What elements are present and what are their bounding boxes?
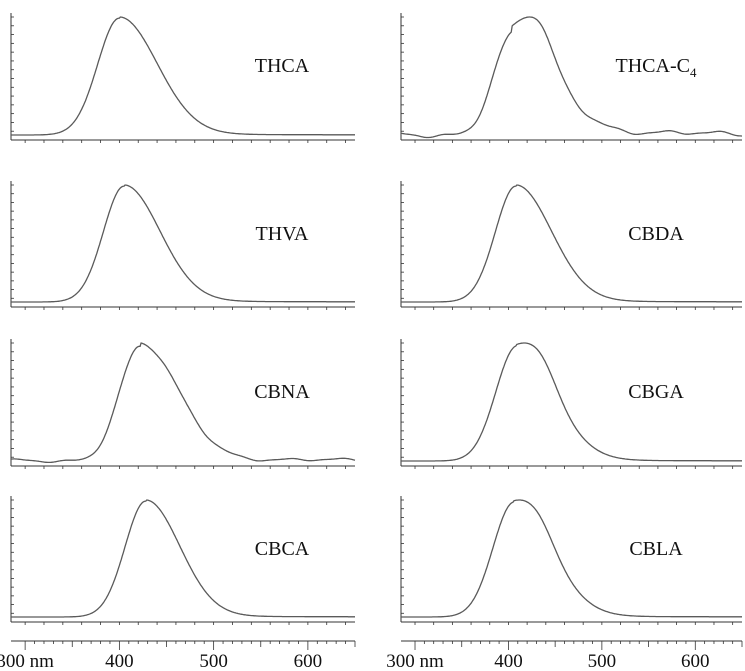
x-tick-label: 600 xyxy=(681,651,710,671)
panel-label: THCA xyxy=(255,55,310,77)
spectrum-panel: CBGA xyxy=(400,339,742,469)
spectrum-panel: CBCA xyxy=(10,496,355,625)
panel-label-text: CBLA xyxy=(629,538,683,560)
spectrum-line xyxy=(10,342,356,464)
panels-layer: THCA THCA-C4 THVA CBDA CBNA CBGA CBCA CBLA xyxy=(10,13,742,625)
spectrum-panel: THCA xyxy=(10,13,355,143)
panel-label-text: CBNA xyxy=(254,381,310,403)
panel-label: CBGA xyxy=(628,381,684,403)
panel-label: CBDA xyxy=(628,223,684,245)
spectrum-line xyxy=(11,184,355,303)
bottom-axes-layer: 300 nm 400 500 600 300 nm 400 500 600 xyxy=(0,640,743,671)
spectrum-line xyxy=(400,16,742,139)
panel-label-text: THCA xyxy=(255,55,310,77)
spectrum-panel: THVA xyxy=(10,181,355,310)
bottom-x-axis: 300 nm 400 500 600 xyxy=(386,640,743,671)
panel-label: THVA xyxy=(256,223,310,245)
x-tick-label: 300 nm xyxy=(0,651,54,671)
panel-label: CBLA xyxy=(629,538,683,560)
panel-label-text: THCA-C xyxy=(616,55,690,77)
panel-label: CBCA xyxy=(255,538,310,560)
spectrum-panel: CBLA xyxy=(400,496,742,625)
panel-label-text: CBDA xyxy=(628,223,684,245)
spectrum-line xyxy=(401,499,742,618)
panel-label-text: CBGA xyxy=(628,381,684,403)
panel-label-text: THVA xyxy=(256,223,310,245)
spectrum-line xyxy=(11,16,355,136)
spectrum-panel: CBNA xyxy=(10,339,356,469)
panel-label-text: CBCA xyxy=(255,538,310,560)
x-tick-label: 600 xyxy=(294,651,323,671)
spectrum-line xyxy=(11,499,355,618)
panel-label-subscript: 4 xyxy=(690,65,697,80)
x-tick-label: 400 xyxy=(494,651,523,671)
x-tick-label: 300 nm xyxy=(386,651,444,671)
spectrum-panel: THCA-C4 xyxy=(400,13,742,143)
x-tick-label: 500 xyxy=(588,651,617,671)
x-tick-label: 400 xyxy=(105,651,134,671)
spectrum-panel: CBDA xyxy=(400,181,742,310)
panel-label: THCA-C4 xyxy=(616,55,697,80)
spectrum-line xyxy=(401,342,742,462)
panel-label: CBNA xyxy=(254,381,310,403)
spectrum-line xyxy=(401,184,742,303)
x-tick-label: 500 xyxy=(199,651,228,671)
bottom-x-axis: 300 nm 400 500 600 xyxy=(0,640,356,671)
